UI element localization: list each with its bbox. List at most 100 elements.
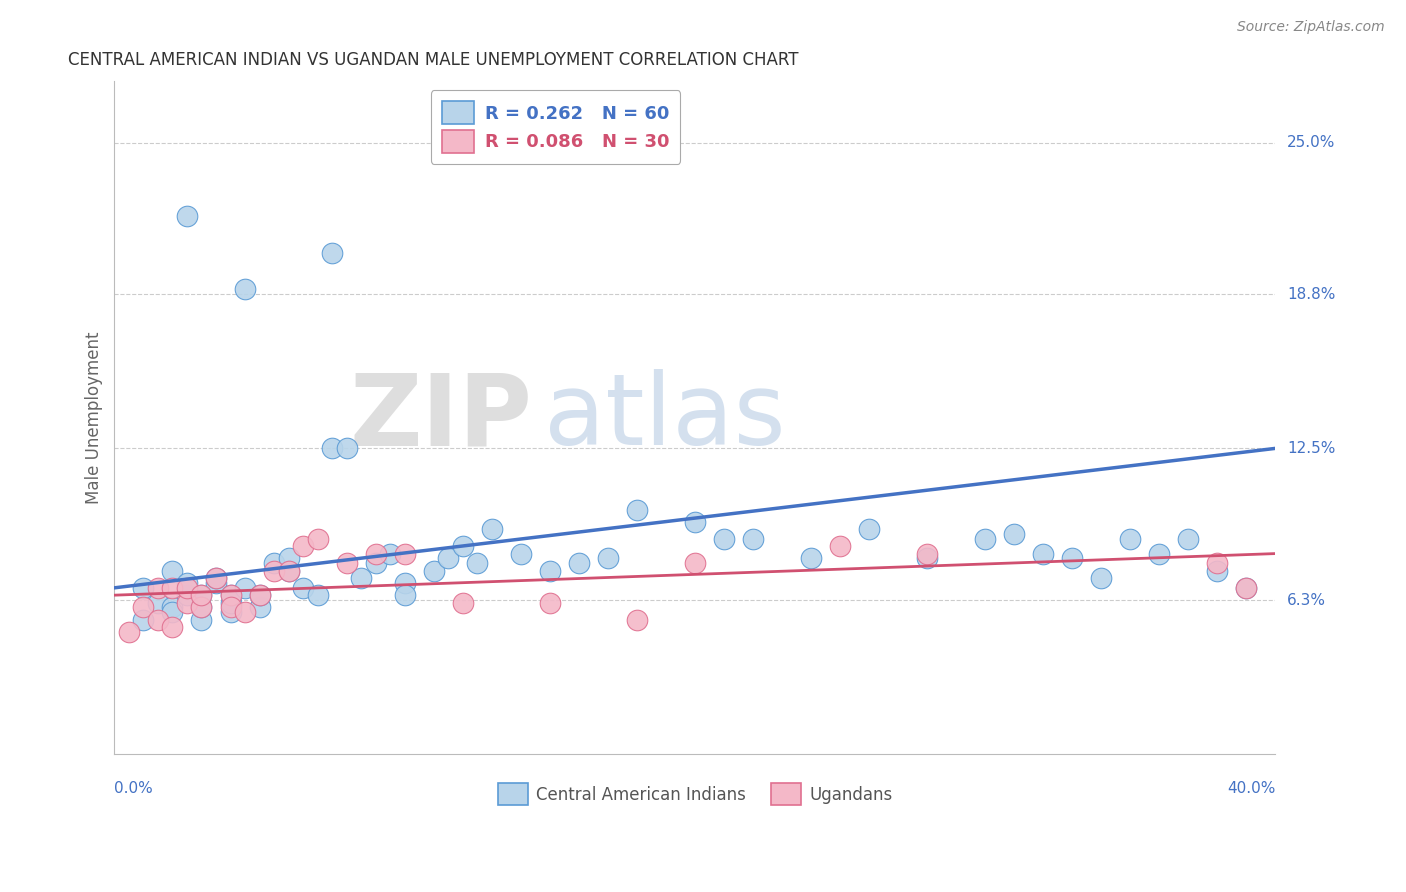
- Point: [162, 564, 184, 578]
- Point: [162, 605, 184, 619]
- Point: [915, 551, 938, 566]
- Text: 18.8%: 18.8%: [1286, 286, 1336, 301]
- Point: [176, 209, 198, 223]
- Point: [321, 442, 343, 456]
- Point: [233, 581, 256, 595]
- Text: ZIP: ZIP: [350, 369, 533, 467]
- Point: [800, 551, 823, 566]
- Point: [132, 600, 155, 615]
- Point: [249, 588, 271, 602]
- Y-axis label: Male Unemployment: Male Unemployment: [86, 332, 103, 504]
- Point: [1119, 532, 1142, 546]
- Point: [626, 613, 648, 627]
- Point: [538, 595, 561, 609]
- Point: [190, 613, 212, 627]
- Point: [292, 581, 315, 595]
- Point: [190, 588, 212, 602]
- Point: [1149, 547, 1171, 561]
- Point: [219, 605, 242, 619]
- Text: Source: ZipAtlas.com: Source: ZipAtlas.com: [1237, 20, 1385, 34]
- Point: [162, 620, 184, 634]
- Point: [190, 600, 212, 615]
- Point: [1002, 527, 1025, 541]
- Point: [233, 605, 256, 619]
- Point: [683, 557, 706, 571]
- Point: [422, 564, 444, 578]
- Point: [277, 564, 299, 578]
- Point: [205, 576, 228, 591]
- Text: CENTRAL AMERICAN INDIAN VS UGANDAN MALE UNEMPLOYMENT CORRELATION CHART: CENTRAL AMERICAN INDIAN VS UGANDAN MALE …: [67, 51, 799, 69]
- Point: [219, 595, 242, 609]
- Point: [974, 532, 997, 546]
- Point: [1236, 581, 1258, 595]
- Point: [1206, 557, 1229, 571]
- Point: [538, 564, 561, 578]
- Point: [146, 595, 169, 609]
- Point: [1062, 551, 1084, 566]
- Point: [292, 539, 315, 553]
- Point: [336, 442, 359, 456]
- Point: [190, 588, 212, 602]
- Text: 40.0%: 40.0%: [1227, 781, 1275, 797]
- Point: [277, 551, 299, 566]
- Point: [451, 539, 474, 553]
- Point: [481, 522, 503, 536]
- Point: [132, 613, 155, 627]
- Point: [380, 547, 402, 561]
- Point: [176, 595, 198, 609]
- Point: [828, 539, 851, 553]
- Point: [162, 581, 184, 595]
- Point: [437, 551, 460, 566]
- Point: [263, 557, 285, 571]
- Point: [596, 551, 619, 566]
- Text: atlas: atlas: [544, 369, 786, 467]
- Point: [568, 557, 591, 571]
- Point: [1032, 547, 1054, 561]
- Point: [1177, 532, 1199, 546]
- Point: [132, 581, 155, 595]
- Point: [176, 581, 198, 595]
- Point: [307, 532, 329, 546]
- Point: [321, 245, 343, 260]
- Point: [364, 547, 387, 561]
- Point: [915, 547, 938, 561]
- Point: [336, 557, 359, 571]
- Text: 25.0%: 25.0%: [1286, 135, 1336, 150]
- Point: [249, 600, 271, 615]
- Point: [219, 588, 242, 602]
- Text: 6.3%: 6.3%: [1286, 592, 1326, 607]
- Point: [176, 588, 198, 602]
- Point: [465, 557, 488, 571]
- Point: [277, 564, 299, 578]
- Point: [742, 532, 765, 546]
- Point: [858, 522, 880, 536]
- Point: [190, 600, 212, 615]
- Text: 0.0%: 0.0%: [114, 781, 153, 797]
- Point: [394, 576, 416, 591]
- Point: [394, 547, 416, 561]
- Point: [364, 557, 387, 571]
- Point: [233, 282, 256, 296]
- Point: [683, 515, 706, 529]
- Point: [307, 588, 329, 602]
- Point: [146, 581, 169, 595]
- Point: [205, 571, 228, 585]
- Legend: Central American Indians, Ugandans: Central American Indians, Ugandans: [489, 775, 901, 814]
- Point: [176, 576, 198, 591]
- Point: [1206, 564, 1229, 578]
- Point: [219, 588, 242, 602]
- Point: [249, 588, 271, 602]
- Point: [1236, 581, 1258, 595]
- Point: [263, 564, 285, 578]
- Point: [394, 588, 416, 602]
- Point: [162, 600, 184, 615]
- Point: [146, 613, 169, 627]
- Point: [219, 600, 242, 615]
- Point: [118, 624, 141, 639]
- Point: [350, 571, 373, 585]
- Point: [1090, 571, 1112, 585]
- Point: [205, 571, 228, 585]
- Point: [451, 595, 474, 609]
- Point: [713, 532, 735, 546]
- Point: [509, 547, 531, 561]
